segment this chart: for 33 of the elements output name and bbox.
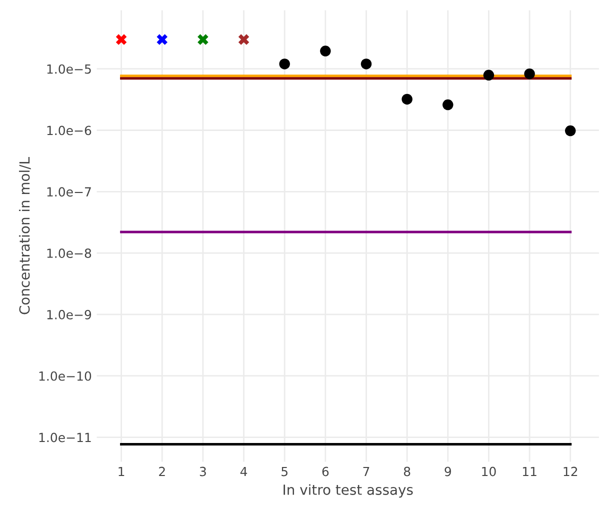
x-tick-label: 5 [282, 466, 288, 476]
point [442, 99, 454, 110]
y-tick-label: 1.0e−6 [47, 126, 92, 136]
y-tick-label: 1.0e−11 [39, 432, 91, 442]
point [238, 34, 250, 45]
x-tick-label: 11 [522, 466, 536, 476]
y-tick-label: 1.0e−7 [47, 187, 91, 197]
x-axis-title: In vitro test assays [284, 484, 413, 498]
point [116, 34, 127, 45]
y-tick-label: 1.0e−5 [47, 64, 91, 74]
x-tick-label: 7 [363, 466, 370, 476]
x-tick-label: 10 [482, 466, 496, 476]
y-axis-title: Concentration in mol/L [18, 157, 31, 314]
x-tick-label: 2 [159, 466, 165, 476]
x-tick-label: 8 [404, 466, 410, 476]
point [156, 34, 168, 45]
point [360, 58, 372, 70]
point [320, 46, 331, 56]
y-tick-label: 1.0e−8 [47, 248, 92, 258]
y-tick-label: 1.0e−9 [47, 310, 92, 320]
x-tick-label: 6 [322, 466, 329, 476]
x-tick-label: 4 [240, 466, 248, 476]
x-tick-label: 3 [200, 466, 206, 476]
x-tick-label: 9 [444, 466, 451, 476]
x-tick-label: 1 [118, 466, 124, 476]
point [279, 58, 290, 70]
point [483, 70, 494, 81]
x-tick-label: 12 [564, 466, 578, 476]
point [524, 68, 535, 80]
y-tick-label: 1.0e−10 [39, 371, 92, 381]
point [402, 94, 412, 105]
point [564, 125, 576, 136]
point [198, 34, 208, 45]
